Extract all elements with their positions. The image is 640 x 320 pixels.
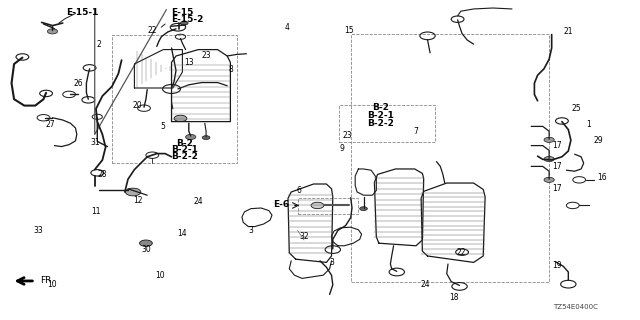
Text: 9: 9 xyxy=(340,144,345,153)
Text: 18: 18 xyxy=(450,293,459,302)
Text: 2: 2 xyxy=(97,40,102,49)
Text: TZ54E0400C: TZ54E0400C xyxy=(554,304,598,309)
Text: 6: 6 xyxy=(296,186,301,195)
Text: 15: 15 xyxy=(344,26,354,35)
Text: E-15-2: E-15-2 xyxy=(172,15,204,24)
Text: E-15: E-15 xyxy=(172,8,194,17)
Text: 32: 32 xyxy=(299,232,309,241)
Text: B-2-1: B-2-1 xyxy=(367,111,394,120)
Circle shape xyxy=(47,29,58,34)
Text: 13: 13 xyxy=(184,58,194,67)
Text: 19: 19 xyxy=(552,261,562,270)
Text: B-2-2: B-2-2 xyxy=(367,119,394,128)
Text: E-15-1: E-15-1 xyxy=(66,8,98,17)
Circle shape xyxy=(202,136,210,140)
Bar xyxy=(339,105,435,142)
Text: 28: 28 xyxy=(98,170,107,179)
Text: B-2: B-2 xyxy=(372,103,389,112)
Circle shape xyxy=(544,177,554,182)
Bar xyxy=(112,35,237,163)
Text: 5: 5 xyxy=(161,122,166,131)
Circle shape xyxy=(125,188,141,196)
Text: 11: 11 xyxy=(92,207,100,216)
Text: B-2-1: B-2-1 xyxy=(171,145,198,154)
Circle shape xyxy=(311,202,324,209)
Text: 16: 16 xyxy=(596,173,607,182)
Circle shape xyxy=(140,240,152,246)
Text: 17: 17 xyxy=(552,162,562,171)
Bar xyxy=(351,34,549,282)
Text: 3: 3 xyxy=(248,226,253,235)
Text: 8: 8 xyxy=(228,65,233,74)
Text: FR.: FR. xyxy=(40,276,54,285)
Text: 31: 31 xyxy=(90,138,100,147)
Circle shape xyxy=(544,137,554,142)
Circle shape xyxy=(180,21,188,25)
Text: 12: 12 xyxy=(133,196,142,205)
Text: 7: 7 xyxy=(413,127,419,136)
Text: 14: 14 xyxy=(177,229,188,238)
Text: 1: 1 xyxy=(586,120,591,129)
Text: 24: 24 xyxy=(420,280,431,289)
Text: 27: 27 xyxy=(45,120,55,129)
Circle shape xyxy=(186,134,196,140)
Text: 22: 22 xyxy=(148,26,157,35)
Text: 10: 10 xyxy=(47,280,58,289)
Text: 23: 23 xyxy=(342,132,352,140)
Text: 30: 30 xyxy=(141,245,151,254)
Text: 17: 17 xyxy=(552,141,562,150)
Text: B-2: B-2 xyxy=(176,139,193,148)
Text: 20: 20 xyxy=(132,101,143,110)
Text: 33: 33 xyxy=(33,226,44,235)
Bar xyxy=(298,198,358,214)
Circle shape xyxy=(360,207,367,211)
Circle shape xyxy=(544,156,554,162)
Text: E-6: E-6 xyxy=(273,200,289,209)
Text: 4: 4 xyxy=(284,23,289,32)
Text: 25: 25 xyxy=(571,104,581,113)
Text: 21: 21 xyxy=(564,28,573,36)
Text: 3: 3 xyxy=(329,258,334,267)
Circle shape xyxy=(174,115,187,122)
Text: 23: 23 xyxy=(201,52,211,60)
Text: 24: 24 xyxy=(193,197,204,206)
Text: 22: 22 xyxy=(456,248,465,257)
Text: 26: 26 xyxy=(73,79,83,88)
Text: 10: 10 xyxy=(155,271,165,280)
Text: B-2-2: B-2-2 xyxy=(171,152,198,161)
Text: 17: 17 xyxy=(552,184,562,193)
Text: 29: 29 xyxy=(593,136,604,145)
